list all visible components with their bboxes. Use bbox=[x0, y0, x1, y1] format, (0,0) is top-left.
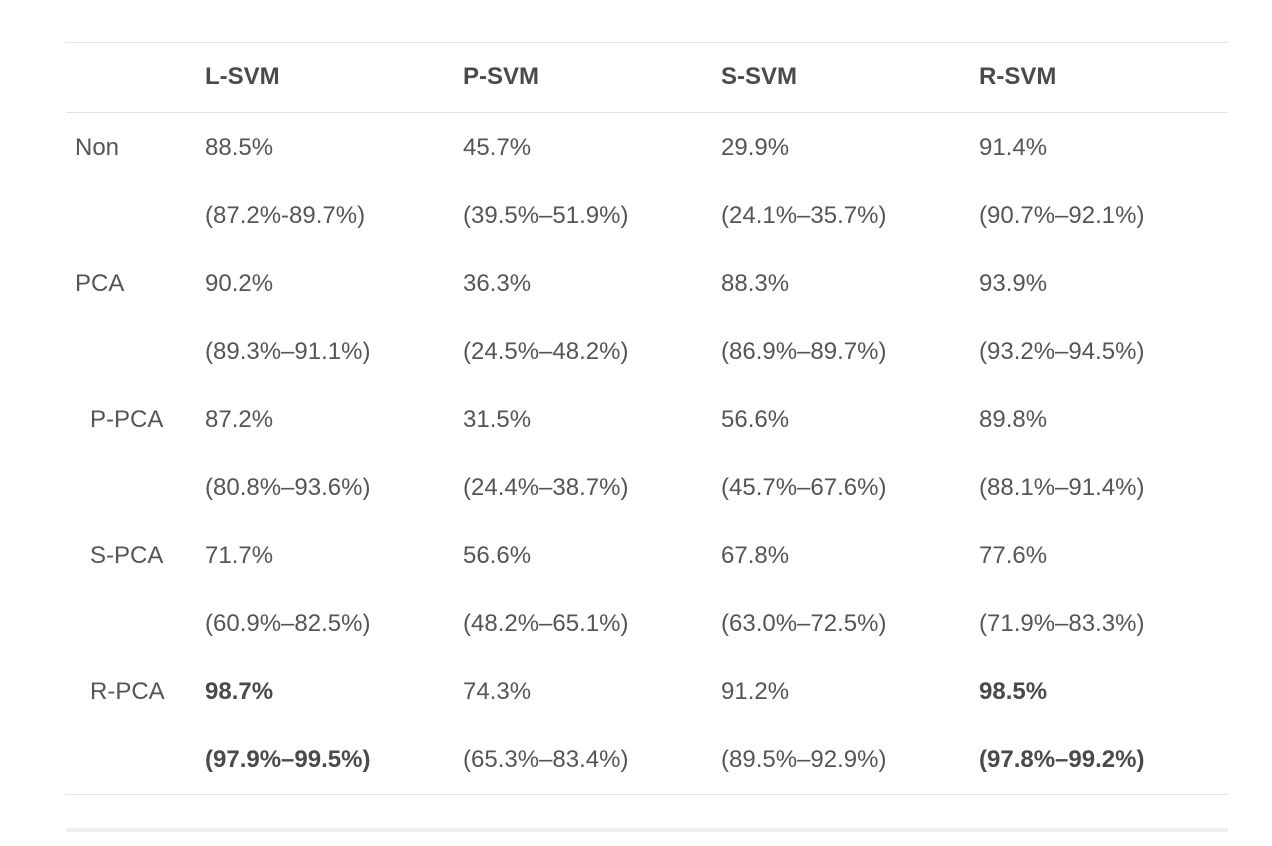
table-cell-range: (63.0%–72.5%) bbox=[721, 610, 887, 637]
table-cell-value: 93.9% bbox=[979, 270, 1048, 297]
table-cell-value: 89.8% bbox=[979, 406, 1048, 433]
table-cell-range: (24.4%–38.7%) bbox=[463, 474, 629, 501]
table-cell-value: 91.4% bbox=[979, 134, 1048, 161]
header-l-svm: L-SVM bbox=[205, 63, 280, 90]
table-cell-value: 88.5% bbox=[205, 134, 274, 161]
table-cell-value: 29.9% bbox=[721, 134, 790, 161]
header-r-svm: R-SVM bbox=[979, 63, 1057, 90]
table-cell-range: (89.3%–91.1%) bbox=[205, 338, 371, 365]
table-bottom-rule bbox=[66, 794, 1228, 795]
table-cell-value: 77.6% bbox=[979, 542, 1048, 569]
table-footer-bar bbox=[66, 828, 1228, 832]
table-cell-value: 88.3% bbox=[721, 270, 790, 297]
table-cell-range: (90.7%–92.1%) bbox=[979, 202, 1145, 229]
table-cell-range: (24.5%–48.2%) bbox=[463, 338, 629, 365]
table-cell-range: (93.2%–94.5%) bbox=[979, 338, 1145, 365]
table-header-rule bbox=[66, 112, 1228, 113]
table-cell-range: (71.9%–83.3%) bbox=[979, 610, 1145, 637]
row-label: S-PCA bbox=[90, 542, 164, 569]
table-cell-range: (45.7%–67.6%) bbox=[721, 474, 887, 501]
table-cell-range: (24.1%–35.7%) bbox=[721, 202, 887, 229]
table-cell-value: 98.5% bbox=[979, 678, 1048, 705]
table-cell-range: (97.9%–99.5%) bbox=[205, 746, 371, 773]
row-label: R-PCA bbox=[90, 678, 165, 705]
row-label: PCA bbox=[75, 270, 125, 297]
table-cell-value: 98.7% bbox=[205, 678, 274, 705]
header-s-svm: S-SVM bbox=[721, 63, 798, 90]
table-cell-value: 45.7% bbox=[463, 134, 532, 161]
table-cell-range: (89.5%–92.9%) bbox=[721, 746, 887, 773]
table-cell-value: 31.5% bbox=[463, 406, 532, 433]
table-cell-range: (97.8%–99.2%) bbox=[979, 746, 1145, 773]
table-cell-value: 67.8% bbox=[721, 542, 790, 569]
table-cell-value: 90.2% bbox=[205, 270, 274, 297]
table-cell-value: 87.2% bbox=[205, 406, 274, 433]
table-cell-range: (86.9%–89.7%) bbox=[721, 338, 887, 365]
table-cell-range: (65.3%–83.4%) bbox=[463, 746, 629, 773]
table-cell-range: (60.9%–82.5%) bbox=[205, 610, 371, 637]
table-cell-value: 56.6% bbox=[463, 542, 532, 569]
row-label: P-PCA bbox=[90, 406, 164, 433]
row-label: Non bbox=[75, 134, 120, 161]
table-cell-range: (39.5%–51.9%) bbox=[463, 202, 629, 229]
table-cell-range: (80.8%–93.6%) bbox=[205, 474, 371, 501]
table-cell-value: 71.7% bbox=[205, 542, 274, 569]
header-p-svm: P-SVM bbox=[463, 63, 540, 90]
table-cell-value: 36.3% bbox=[463, 270, 532, 297]
table-cell-value: 74.3% bbox=[463, 678, 532, 705]
table-top-rule bbox=[66, 42, 1228, 43]
table-cell-value: 56.6% bbox=[721, 406, 790, 433]
table-cell-value: 91.2% bbox=[721, 678, 790, 705]
table-cell-range: (88.1%–91.4%) bbox=[979, 474, 1145, 501]
table-cell-range: (48.2%–65.1%) bbox=[463, 610, 629, 637]
table-cell-range: (87.2%-89.7%) bbox=[205, 202, 366, 229]
